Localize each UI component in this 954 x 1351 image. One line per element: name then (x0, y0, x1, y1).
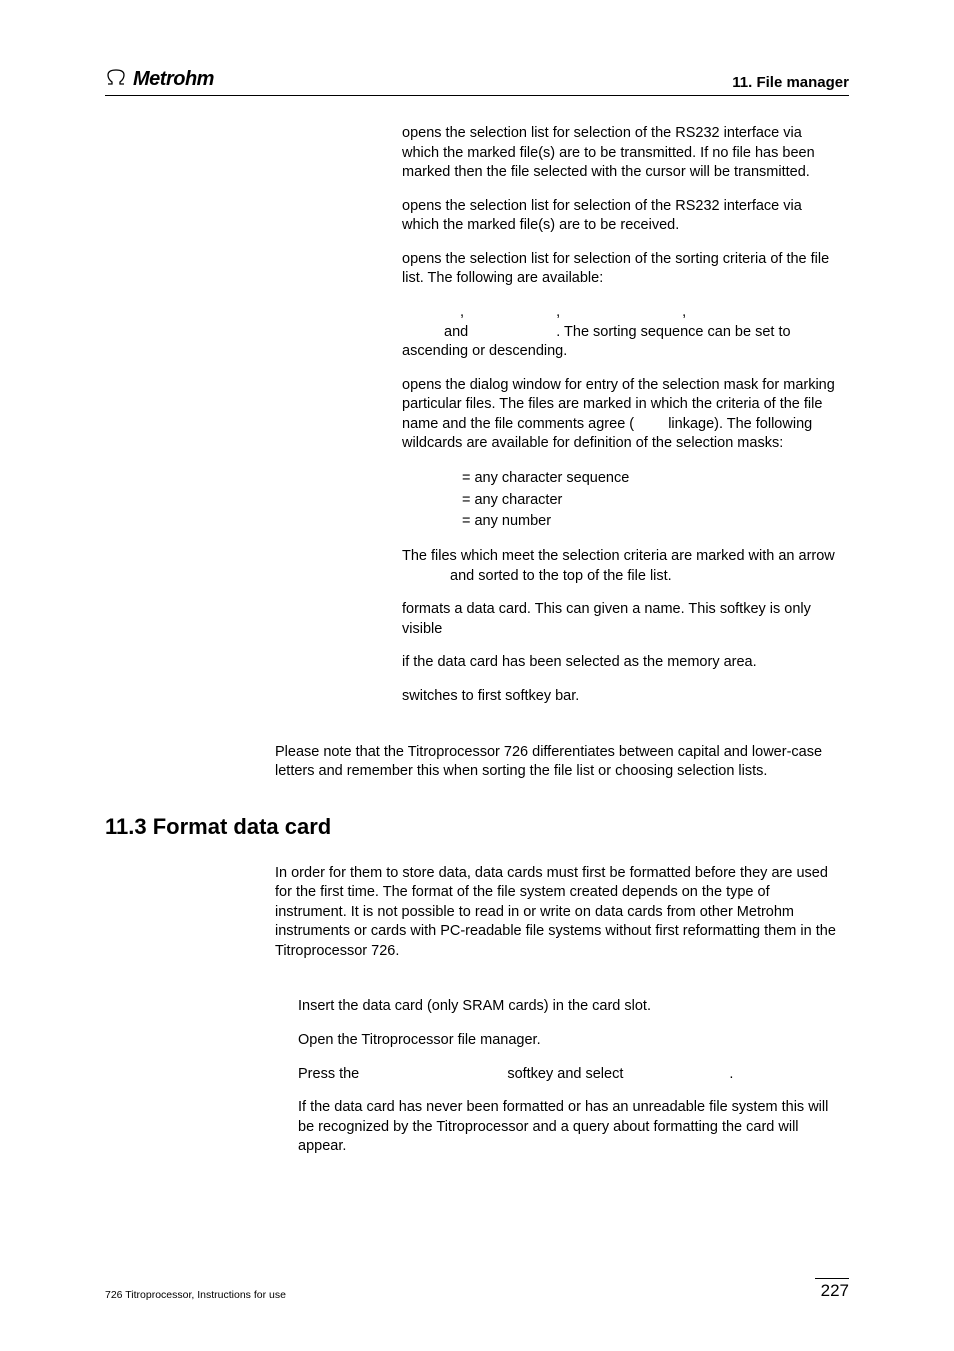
procedure-steps: Insert the data card (only SRAM cards) i… (298, 997, 843, 1156)
step: Open the Titroprocessor file manager. (298, 1031, 843, 1051)
wildcard-item: = any character (442, 490, 842, 512)
step: Press the softkey and select . (298, 1065, 843, 1085)
text: = any character sequence (462, 470, 629, 486)
logo-text: Metrohm (133, 68, 214, 91)
text: = any character (462, 492, 562, 508)
text: and (444, 324, 468, 340)
paragraph: opens the selection list for selection o… (402, 250, 842, 289)
paragraph: formats a data card. This can given a na… (402, 600, 842, 639)
text: = any number (462, 513, 551, 529)
logo: Metrohm (105, 68, 214, 91)
body-column: opens the selection list for selection o… (402, 124, 842, 707)
intro-paragraph: In order for them to store data, data ca… (275, 864, 845, 962)
step: Insert the data card (only SRAM cards) i… (298, 997, 843, 1017)
text: softkey and select (507, 1066, 623, 1082)
paragraph: opens the selection list for selection o… (402, 197, 842, 236)
paragraph: if the data card has been selected as th… (402, 653, 842, 673)
text: . (729, 1066, 733, 1082)
page-header: Metrohm 11. File manager (105, 68, 849, 96)
section-heading: 11.3 Format data card (105, 814, 849, 840)
page-number: 227 (815, 1278, 849, 1301)
note-paragraph: Please note that the Titroprocessor 726 … (275, 743, 845, 782)
wildcard-list: = any character sequence = any character… (442, 468, 842, 533)
text: , (682, 304, 686, 320)
page: Metrohm 11. File manager opens the selec… (0, 0, 954, 1351)
text: , (460, 304, 464, 320)
text: Press the (298, 1066, 359, 1082)
wildcard-item: = any number (442, 511, 842, 533)
paragraph: opens the selection list for selection o… (402, 124, 842, 183)
step: If the data card has never been formatte… (298, 1098, 843, 1157)
page-footer: 726 Titroprocessor, Instructions for use… (105, 1278, 849, 1301)
paragraph: switches to first softkey bar. (402, 687, 842, 707)
header-chapter-title: 11. File manager (732, 74, 849, 91)
text: and sorted to the top of the file list. (450, 568, 672, 584)
text: , (556, 304, 560, 320)
wildcard-item: = any character sequence (442, 468, 842, 490)
paragraph: opens the dialog window for entry of the… (402, 376, 842, 454)
paragraph: The files which meet the selection crite… (402, 547, 842, 586)
paragraph-sort-options: , , , and . The sorting sequence can be … (402, 303, 842, 362)
footer-doc-title: 726 Titroprocessor, Instructions for use (105, 1289, 286, 1301)
omega-icon (105, 69, 127, 90)
text: The files which meet the selection crite… (402, 548, 835, 564)
